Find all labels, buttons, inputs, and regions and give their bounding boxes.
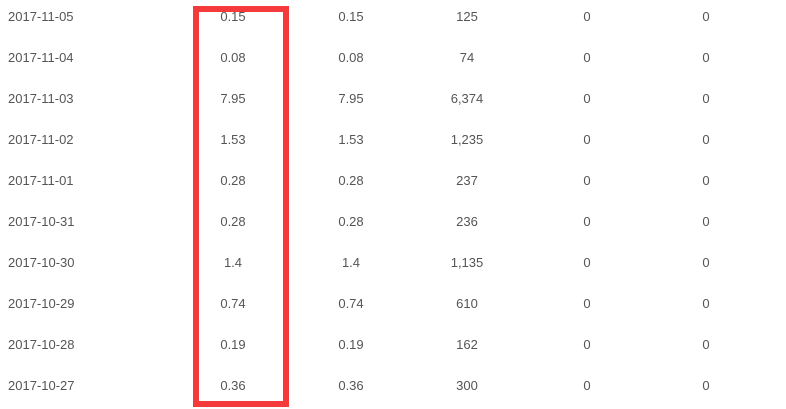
zero-cell-2: 0 xyxy=(702,132,710,147)
table-row: 2017-11-03 7.95 7.95 6,374 0 0 xyxy=(0,78,786,119)
table-row: 2017-11-05 0.15 0.15 125 0 0 xyxy=(0,0,786,37)
value-cell: 1.4 xyxy=(223,255,243,270)
value-cell: 0.15 xyxy=(220,9,246,24)
value-cell-2: 0.08 xyxy=(338,50,364,65)
table-row: 2017-11-04 0.08 0.08 74 0 0 xyxy=(0,37,786,78)
zero-cell-2: 0 xyxy=(702,337,710,352)
zero-cell-2: 0 xyxy=(702,255,710,270)
value-cell-2: 7.95 xyxy=(338,91,364,106)
value-cell-2: 0.28 xyxy=(338,173,364,188)
date-cell: 2017-11-03 xyxy=(8,91,74,106)
zero-cell: 0 xyxy=(583,9,591,24)
highlight-box xyxy=(193,6,289,407)
date-cell: 2017-11-02 xyxy=(8,132,74,147)
value-cell: 0.28 xyxy=(220,173,246,188)
count-cell: 300 xyxy=(456,378,478,393)
count-cell: 1,135 xyxy=(450,255,484,270)
zero-cell-2: 0 xyxy=(702,91,710,106)
zero-cell-2: 0 xyxy=(702,378,710,393)
zero-cell-2: 0 xyxy=(702,214,710,229)
table-row: 2017-10-28 0.19 0.19 162 0 0 xyxy=(0,324,786,365)
table-row: 2017-10-29 0.74 0.74 610 0 0 xyxy=(0,283,786,324)
table-row: 2017-10-27 0.36 0.36 300 0 0 xyxy=(0,365,786,406)
value-cell: 1.53 xyxy=(220,132,246,147)
date-cell: 2017-10-28 xyxy=(8,337,75,352)
table-row: 2017-10-30 1.4 1.4 1,135 0 0 xyxy=(0,242,786,283)
zero-cell-2: 0 xyxy=(702,173,710,188)
value-cell: 0.28 xyxy=(220,214,246,229)
count-cell: 125 xyxy=(456,9,478,24)
value-cell-2: 0.74 xyxy=(338,296,364,311)
table-row: 2017-11-02 1.53 1.53 1,235 0 0 xyxy=(0,119,786,160)
value-cell: 0.19 xyxy=(220,337,246,352)
zero-cell-2: 0 xyxy=(702,296,710,311)
count-cell: 74 xyxy=(459,50,475,65)
zero-cell: 0 xyxy=(583,337,591,352)
zero-cell: 0 xyxy=(583,132,591,147)
date-cell: 2017-11-04 xyxy=(8,50,74,65)
value-cell-2: 0.19 xyxy=(338,337,364,352)
zero-cell: 0 xyxy=(583,255,591,270)
value-cell-2: 1.53 xyxy=(338,132,364,147)
date-cell: 2017-11-01 xyxy=(8,173,74,188)
zero-cell: 0 xyxy=(583,173,591,188)
zero-cell: 0 xyxy=(583,214,591,229)
value-cell: 0.08 xyxy=(220,50,246,65)
zero-cell-2: 0 xyxy=(702,9,710,24)
date-cell: 2017-10-27 xyxy=(8,378,75,393)
date-cell: 2017-10-30 xyxy=(8,255,75,270)
zero-cell: 0 xyxy=(583,50,591,65)
date-cell: 2017-10-31 xyxy=(8,214,75,229)
value-cell-2: 0.36 xyxy=(338,378,364,393)
value-cell-2: 0.28 xyxy=(338,214,364,229)
date-cell: 2017-11-05 xyxy=(8,9,74,24)
value-cell-2: 1.4 xyxy=(341,255,361,270)
table-row: 2017-11-01 0.28 0.28 237 0 0 xyxy=(0,160,786,201)
zero-cell: 0 xyxy=(583,378,591,393)
value-cell: 0.74 xyxy=(220,296,246,311)
zero-cell: 0 xyxy=(583,296,591,311)
zero-cell-2: 0 xyxy=(702,50,710,65)
count-cell: 1,235 xyxy=(450,132,484,147)
value-cell-2: 0.15 xyxy=(338,9,364,24)
count-cell: 610 xyxy=(456,296,478,311)
count-cell: 237 xyxy=(456,173,478,188)
table-row: 2017-10-31 0.28 0.28 236 0 0 xyxy=(0,201,786,242)
count-cell: 236 xyxy=(456,214,478,229)
value-cell: 0.36 xyxy=(220,378,246,393)
count-cell: 162 xyxy=(456,337,478,352)
zero-cell: 0 xyxy=(583,91,591,106)
count-cell: 6,374 xyxy=(450,91,484,106)
value-cell: 7.95 xyxy=(220,91,246,106)
date-cell: 2017-10-29 xyxy=(8,296,75,311)
